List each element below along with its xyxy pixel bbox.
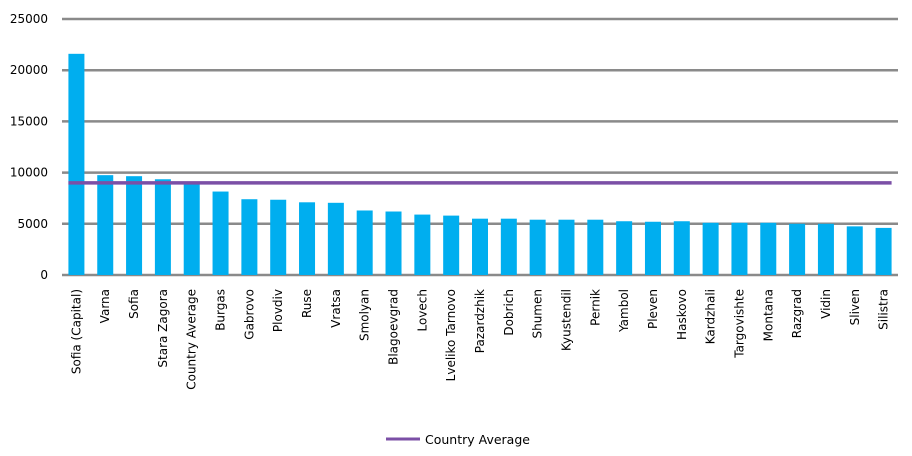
bar	[500, 218, 517, 275]
x-category-label: Lveliko Tarnovo	[444, 289, 458, 381]
x-category-label: Silistra	[877, 289, 891, 330]
bar	[299, 202, 316, 275]
x-category-label: Kardzhali	[704, 289, 718, 344]
bar	[529, 219, 546, 275]
x-category-label: Sofia (Capital)	[69, 289, 83, 374]
x-category-label: Razgrad	[790, 289, 804, 338]
x-category-label: Lovech	[415, 289, 429, 332]
x-category-label: Sliven	[848, 289, 862, 325]
x-axis-category-labels: Sofia (Capital) Varna Sofia Stara Zagora Cou…	[69, 289, 890, 390]
bar	[68, 53, 85, 275]
bar	[183, 182, 200, 275]
bar	[385, 211, 402, 275]
y-tick-label: 25000	[10, 12, 48, 26]
x-category-label: Yambol	[617, 289, 631, 333]
grid-lines	[62, 17, 898, 277]
x-category-label: Vratsa	[329, 289, 343, 328]
bar	[875, 227, 892, 275]
x-category-label: Pleven	[646, 289, 660, 329]
x-category-label: Pernik	[588, 289, 602, 326]
legend-label-country-average: Country Average	[425, 432, 530, 447]
bar	[154, 179, 171, 275]
bar	[846, 226, 863, 275]
x-category-label: Vidin	[819, 289, 833, 319]
bar	[212, 191, 229, 275]
bar	[356, 210, 373, 275]
bar	[414, 214, 431, 275]
x-category-label: Smolyan	[358, 289, 372, 341]
bar	[644, 221, 661, 275]
bar	[97, 175, 114, 275]
y-tick-label: 5000	[17, 217, 48, 231]
y-tick-label: 20000	[10, 63, 48, 77]
x-category-label: Gabrovo	[242, 289, 256, 340]
x-category-label: Blagoevgrad	[387, 289, 401, 365]
bar	[673, 221, 690, 275]
x-category-label: Haskovo	[675, 289, 689, 340]
x-category-label: Pazardzhik	[473, 289, 487, 353]
y-axis-tick-labels: 0 5000 10000 15000 20000 25000	[10, 12, 48, 282]
bar	[587, 219, 604, 275]
bar	[443, 215, 460, 275]
legend: Country Average	[386, 432, 530, 447]
x-category-label: Varna	[98, 289, 112, 323]
bar	[472, 218, 488, 275]
x-category-label: Kyustendil	[559, 289, 573, 351]
bar	[817, 223, 834, 275]
y-tick-label: 10000	[10, 166, 48, 180]
x-category-label: Ruse	[300, 289, 314, 318]
bar	[241, 199, 258, 275]
x-category-label: Montana	[761, 289, 775, 341]
bar	[327, 202, 344, 275]
y-tick-label: 0	[40, 268, 48, 282]
bar	[126, 176, 143, 275]
x-category-label: Plovdiv	[271, 289, 285, 332]
x-category-label: Sofia	[127, 289, 141, 319]
x-category-label: Targovishte	[732, 289, 746, 359]
bar	[760, 222, 777, 275]
bar	[616, 221, 633, 275]
bar	[558, 219, 575, 275]
bar	[789, 223, 806, 275]
bar	[702, 222, 719, 275]
x-category-label: Country Average	[185, 289, 199, 390]
bar	[731, 222, 748, 275]
y-tick-label: 15000	[10, 114, 48, 128]
x-category-label: Burgas	[214, 289, 228, 331]
bar	[270, 199, 287, 275]
x-category-label: Stara Zagora	[156, 289, 170, 368]
bars	[68, 53, 892, 275]
x-category-label: Dobrich	[502, 289, 516, 336]
x-category-label: Shumen	[531, 289, 545, 339]
